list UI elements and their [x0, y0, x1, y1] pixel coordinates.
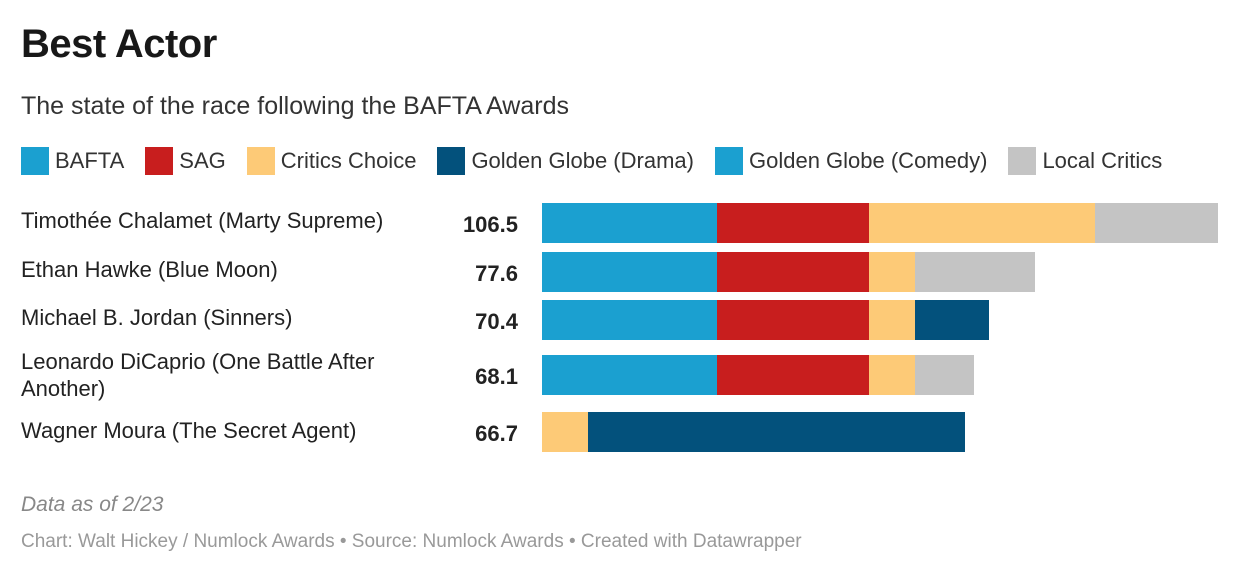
- row-label: Timothée Chalamet (Marty Supreme): [21, 208, 384, 233]
- chart-title: Best Actor: [21, 22, 217, 66]
- row-label: Leonardo DiCaprio (One Battle After Anot…: [21, 349, 375, 401]
- legend-swatch: [21, 147, 49, 175]
- legend-label: SAG: [179, 148, 226, 173]
- bar-segment: [542, 203, 717, 243]
- legend-item: SAG: [145, 147, 226, 175]
- legend: BAFTA SAG Critics Choice Golden Globe (Dram…: [21, 147, 1183, 175]
- legend-label: Local Critics: [1042, 148, 1163, 173]
- bar-segment: [717, 355, 869, 395]
- legend-swatch: [246, 147, 275, 175]
- bar-segment: [1095, 203, 1218, 243]
- row-label: Wagner Moura (The Secret Agent): [21, 418, 357, 443]
- bar-segment: [869, 252, 915, 292]
- legend-item: BAFTA: [21, 147, 124, 175]
- bar-segment: [717, 252, 869, 292]
- legend-label: BAFTA: [55, 148, 125, 173]
- row-label: Ethan Hawke (Blue Moon): [21, 257, 278, 282]
- bar-segment: [717, 300, 869, 340]
- bar-segment: [717, 203, 869, 243]
- legend-item: Golden Globe (Drama): [437, 147, 694, 175]
- row-total-label: 66.7: [475, 421, 518, 446]
- bar-segment: [915, 252, 1035, 292]
- legend-swatch: [437, 147, 466, 175]
- data-date-note: Data as of 2/23: [21, 493, 164, 516]
- bar-segment: [542, 252, 717, 292]
- row-total-label: 106.5: [462, 212, 518, 237]
- legend-label: Golden Globe (Comedy): [748, 148, 988, 173]
- row-label: Michael B. Jordan (Sinners): [21, 305, 293, 330]
- row-total-label: 68.1: [475, 364, 518, 389]
- legend-swatch: [714, 147, 743, 175]
- legend-item: Critics Choice: [246, 147, 417, 175]
- bar-segment: [915, 355, 974, 395]
- chart-subtitle: The state of the race following the BAFT…: [21, 92, 569, 120]
- bar-segment: [869, 203, 1095, 243]
- bar-segment: [588, 412, 965, 452]
- bar-segment: [542, 412, 588, 452]
- legend-label: Golden Globe (Drama): [471, 148, 694, 173]
- bar-segment: [542, 300, 717, 340]
- bar-segment: [915, 300, 989, 340]
- bar-segment: [869, 355, 915, 395]
- bar-segment: [869, 300, 915, 340]
- row-total-label: 70.4: [475, 309, 518, 334]
- row-total-label: 77.6: [475, 261, 518, 286]
- legend-swatch: [1008, 147, 1037, 175]
- legend-item: Golden Globe (Comedy): [714, 147, 988, 175]
- legend-swatch: [145, 147, 174, 175]
- bar-segment: [542, 355, 717, 395]
- legend-item: Local Critics: [1008, 147, 1162, 175]
- chart-credit: Chart: Walt Hickey / Numlock Awards • So…: [21, 531, 802, 552]
- legend-label: Critics Choice: [280, 148, 417, 173]
